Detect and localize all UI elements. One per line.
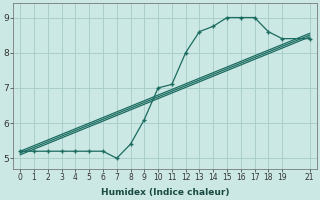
X-axis label: Humidex (Indice chaleur): Humidex (Indice chaleur) (101, 188, 229, 197)
